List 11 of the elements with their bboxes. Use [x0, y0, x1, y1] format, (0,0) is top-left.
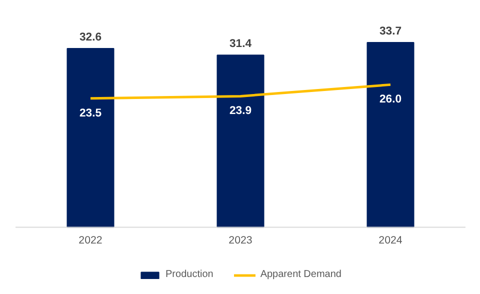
data-label: 31.4: [229, 38, 252, 50]
data-label: 33.7: [379, 25, 402, 38]
data-label: 23.9: [229, 105, 252, 118]
legend-label: Production: [166, 269, 214, 280]
data-label: 23.5: [79, 107, 102, 120]
data-label: 32.6: [79, 31, 102, 44]
x-tick-label: 2023: [228, 234, 252, 246]
data-label: 26.0: [379, 94, 402, 106]
x-tick-label: 2024: [378, 234, 402, 246]
legend-label: Apparent Demand: [260, 269, 342, 280]
x-tick-label: 2022: [78, 234, 102, 246]
